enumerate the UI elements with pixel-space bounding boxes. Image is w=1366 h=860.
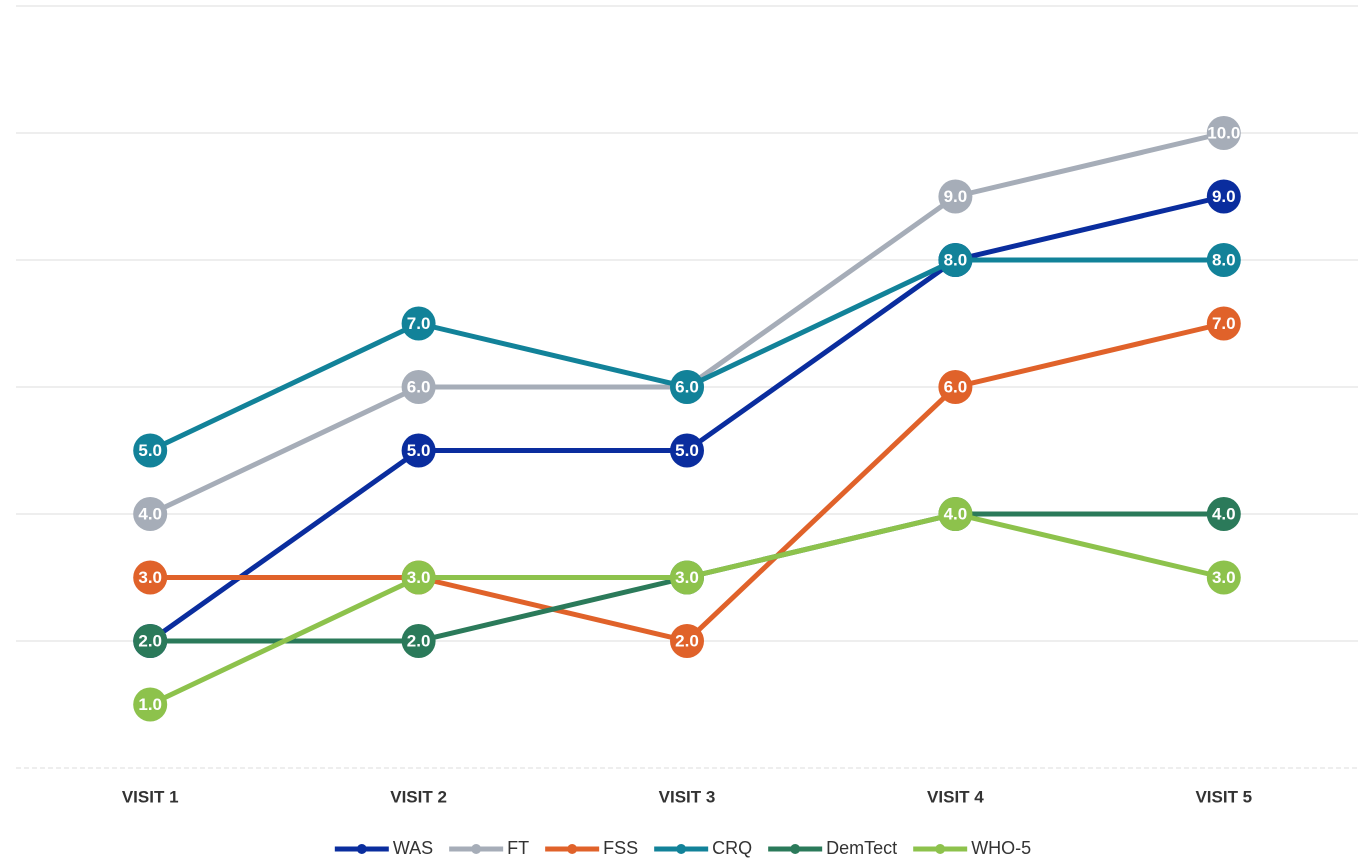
data-point (401, 433, 436, 468)
data-point (401, 370, 436, 404)
x-tick-label: VISIT 5 (1195, 787, 1252, 806)
legend-label: CRQ (712, 838, 752, 858)
data-point (401, 560, 436, 595)
data-label: 2.0 (675, 631, 699, 650)
data-label: 4.0 (138, 504, 162, 523)
legend-label: FSS (603, 838, 638, 858)
data-label: 4.0 (1212, 504, 1236, 523)
x-tick-label: VISIT 4 (927, 787, 984, 806)
data-label: 1.0 (138, 695, 162, 714)
series-line (149, 257, 1224, 453)
data-point (133, 433, 168, 468)
data-point (1206, 179, 1241, 214)
data-label: 6.0 (407, 377, 431, 396)
data-label: 6.0 (944, 377, 968, 396)
legend: WAS FT FSS CRQ DemTect WHO-5 (334, 838, 1031, 858)
data-label: 9.0 (944, 187, 968, 206)
data-point (670, 370, 704, 404)
data-point (670, 433, 704, 468)
data-label: 3.0 (675, 568, 699, 587)
data-label: 9.0 (1212, 187, 1236, 206)
data-point (401, 624, 436, 658)
x-tick-label: VISIT 1 (122, 787, 179, 806)
data-point (1206, 243, 1241, 277)
data-point (133, 687, 168, 722)
data-label: 8.0 (944, 250, 968, 269)
data-label: 3.0 (407, 568, 431, 587)
legend-label: DemTect (826, 838, 897, 858)
data-point (401, 306, 436, 341)
data-point (1206, 560, 1241, 595)
legend-label: FT (507, 838, 529, 858)
data-point (133, 624, 168, 658)
data-label: 4.0 (944, 504, 968, 523)
data-point (1206, 116, 1241, 150)
data-label: 3.0 (1212, 568, 1236, 587)
data-point (1206, 497, 1241, 531)
legend-label: WHO-5 (971, 838, 1031, 858)
series-line (149, 511, 1225, 707)
legend-marker (935, 844, 946, 854)
data-label: 3.0 (138, 568, 162, 587)
data-label: 7.0 (1212, 314, 1236, 333)
data-point (670, 624, 704, 658)
data-label: 2.0 (407, 631, 431, 650)
x-tick-label: VISIT 3 (659, 787, 716, 806)
data-label: 7.0 (407, 314, 431, 333)
x-tick-label: VISIT 2 (390, 787, 447, 806)
data-point (938, 243, 973, 277)
data-label: 5.0 (407, 441, 431, 460)
data-label: 8.0 (1212, 250, 1236, 269)
legend-marker (356, 844, 367, 854)
legend-marker (790, 844, 801, 854)
data-point (938, 497, 973, 531)
data-label: 5.0 (138, 441, 162, 460)
legend-marker (676, 844, 687, 854)
data-point (133, 560, 168, 595)
data-point (670, 560, 704, 595)
data-point (1206, 306, 1241, 341)
data-point (938, 179, 973, 214)
legend-marker (471, 844, 482, 854)
legend-label: WAS (393, 838, 433, 858)
data-point (133, 497, 168, 531)
data-point (938, 370, 973, 404)
data-label: 2.0 (138, 631, 162, 650)
data-label: 6.0 (675, 377, 699, 396)
data-label: 5.0 (675, 441, 699, 460)
data-label: 10.0 (1207, 123, 1240, 142)
legend-marker (567, 844, 578, 854)
